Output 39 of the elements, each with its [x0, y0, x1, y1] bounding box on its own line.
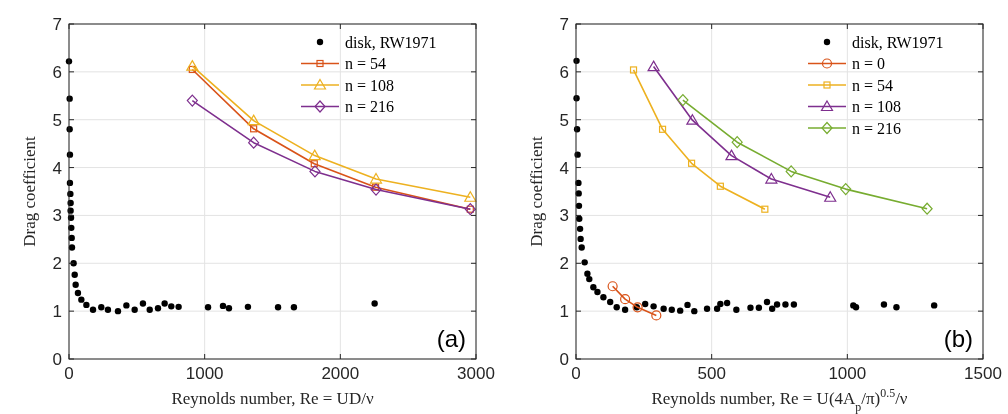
- x-axis-title: Reynolds number, Re = U(4A$_{p}$/π)$^{0.5}$/ν: [651, 386, 908, 414]
- legend-label: n = 54: [345, 55, 387, 73]
- y-tick-label: 3: [52, 206, 62, 226]
- y-tick-label: 0: [52, 349, 62, 369]
- legend-label: n = 108: [852, 98, 902, 116]
- x-tick-label: 500: [697, 364, 726, 383]
- legend-label: n = 54: [852, 76, 894, 94]
- x-tick-label: 1000: [185, 364, 224, 383]
- y-tick-label: 7: [559, 14, 569, 34]
- legend-label: disk, RW1971: [852, 33, 944, 51]
- y-tick-label: 1: [52, 302, 62, 322]
- y-tick-label: 2: [52, 254, 62, 274]
- x-tick-label: 0: [64, 364, 74, 383]
- x-tick-label: 1500: [964, 364, 1002, 383]
- annotation: (a): [436, 325, 466, 352]
- y-tick-label: 0: [559, 349, 569, 369]
- y-tick-label: 5: [559, 110, 569, 130]
- legend-label: disk, RW1971: [345, 33, 437, 51]
- x-tick-label: 3000: [457, 364, 495, 383]
- y-tick-label: 7: [52, 14, 62, 34]
- legend-label: n = 216: [852, 119, 902, 137]
- x-tick-label: 2000: [321, 364, 360, 383]
- x-axis-title: Reynolds number, Re = UD/ν: [171, 389, 374, 408]
- y-axis-title: Drag coefficient: [20, 135, 39, 247]
- x-tick-label: 1000: [828, 364, 867, 383]
- legend-label: n = 0: [852, 55, 886, 73]
- y-axis-title: Drag coefficient: [527, 135, 546, 247]
- y-tick-label: 6: [559, 62, 569, 82]
- legend-label: n = 108: [345, 76, 395, 94]
- y-tick-label: 5: [52, 110, 62, 130]
- y-tick-label: 4: [52, 158, 62, 178]
- x-tick-label: 0: [571, 364, 581, 383]
- y-tick-label: 6: [52, 62, 62, 82]
- y-tick-label: 3: [559, 206, 569, 226]
- annotation: (b): [943, 325, 973, 352]
- y-tick-label: 2: [559, 254, 569, 274]
- y-tick-label: 1: [559, 302, 569, 322]
- y-tick-label: 4: [559, 158, 569, 178]
- legend-label: n = 216: [345, 98, 395, 116]
